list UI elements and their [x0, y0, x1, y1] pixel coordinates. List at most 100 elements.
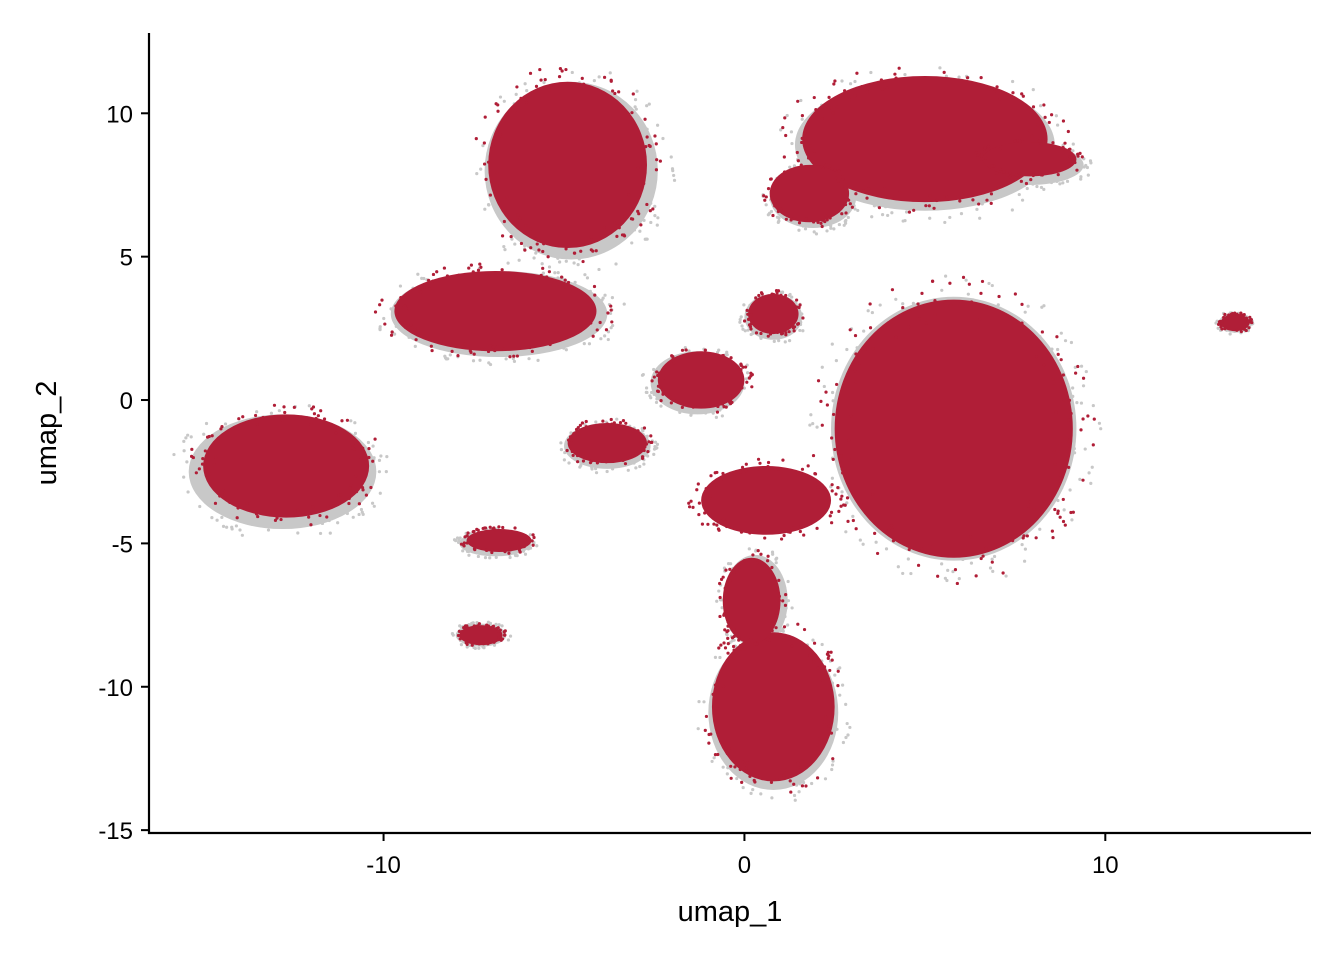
highlighted-point	[783, 636, 787, 640]
background-point	[787, 338, 792, 343]
highlighted-point	[990, 164, 994, 168]
background-point	[820, 365, 824, 369]
highlighted-point	[579, 329, 583, 333]
background-point	[856, 208, 860, 213]
highlighted-point	[1052, 449, 1056, 454]
background-point	[632, 228, 637, 232]
highlighted-point	[498, 133, 502, 137]
highlighted-point	[656, 389, 661, 394]
background-point	[849, 494, 853, 498]
background-point	[585, 276, 590, 280]
x-tick-label: 0	[738, 852, 751, 879]
highlighted-point	[771, 292, 776, 297]
highlighted-point	[724, 568, 728, 572]
highlighted-point	[771, 213, 775, 218]
highlighted-point	[456, 354, 460, 358]
highlighted-point	[745, 761, 749, 765]
highlighted-point	[1239, 329, 1243, 334]
highlighted-point	[1049, 478, 1053, 482]
background-point	[815, 425, 819, 429]
highlighted-point	[772, 613, 776, 617]
highlighted-point	[974, 574, 978, 578]
highlighted-point	[833, 447, 837, 452]
highlighted-point	[588, 461, 593, 465]
highlighted-point	[974, 151, 978, 155]
highlighted-point	[1067, 418, 1071, 422]
highlighted-point	[990, 560, 994, 564]
highlighted-point	[647, 143, 651, 148]
background-point	[459, 643, 464, 647]
highlighted-point	[962, 191, 966, 195]
highlighted-point	[462, 544, 466, 548]
highlighted-point	[566, 280, 571, 285]
highlighted-point	[369, 485, 373, 490]
background-point	[730, 639, 734, 643]
highlighted-point	[796, 99, 800, 103]
highlighted-point	[777, 578, 781, 582]
highlighted-point	[1081, 478, 1085, 482]
highlighted-point	[730, 400, 734, 405]
highlighted-point	[591, 334, 595, 338]
highlighted-point	[1020, 321, 1024, 325]
background-point	[901, 571, 905, 576]
background-point	[851, 514, 855, 518]
highlighted-point	[547, 270, 551, 274]
highlighted-point	[645, 135, 649, 139]
highlighted-point	[280, 418, 284, 422]
background-point	[475, 172, 479, 176]
highlighted-point	[847, 438, 851, 443]
highlighted-point	[340, 419, 344, 423]
highlighted-point	[1069, 411, 1073, 416]
background-point	[603, 334, 607, 338]
highlighted-point	[770, 565, 774, 570]
highlighted-point	[1061, 373, 1066, 377]
highlighted-point	[339, 493, 343, 497]
highlighted-point	[967, 282, 971, 286]
background-point	[390, 309, 395, 314]
background-point	[639, 209, 643, 213]
highlighted-point	[747, 323, 752, 327]
highlighted-point	[935, 198, 939, 203]
highlighted-point	[457, 629, 461, 633]
highlighted-point	[819, 221, 823, 225]
highlighted-point	[541, 266, 545, 270]
highlighted-point	[706, 522, 710, 526]
highlighted-point	[730, 746, 734, 750]
background-point	[650, 163, 654, 167]
highlighted-point	[788, 169, 792, 174]
background-point	[599, 337, 603, 341]
highlighted-point	[501, 525, 505, 530]
background-point	[928, 216, 932, 220]
highlighted-point	[721, 684, 726, 688]
background-point	[738, 320, 742, 324]
x-axis-title: umap_1	[678, 896, 783, 928]
background-point	[714, 415, 718, 420]
highlighted-point	[669, 401, 673, 405]
background-point	[575, 252, 579, 257]
highlighted-point	[744, 462, 748, 466]
highlighted-point	[496, 638, 501, 642]
highlighted-point	[566, 438, 571, 442]
background-point	[890, 211, 894, 215]
background-point	[943, 220, 947, 225]
background-point	[1023, 547, 1027, 551]
highlighted-point	[478, 262, 482, 266]
background-point	[810, 781, 814, 786]
highlighted-point	[450, 349, 454, 353]
background-point	[711, 411, 715, 415]
background-point	[1079, 175, 1083, 179]
highlighted-point	[971, 198, 975, 202]
highlighted-point	[1058, 441, 1062, 445]
background-point	[990, 557, 994, 561]
highlighted-point	[756, 457, 761, 461]
highlighted-point	[731, 644, 736, 649]
y-tick-label: -10	[98, 675, 133, 702]
highlighted-point	[824, 499, 828, 504]
highlighted-point	[534, 84, 539, 89]
highlighted-point	[1223, 327, 1227, 331]
highlighted-point	[804, 216, 808, 221]
background-point	[724, 632, 729, 636]
background-point	[644, 386, 649, 390]
highlighted-point	[822, 665, 827, 669]
background-point	[645, 434, 649, 438]
